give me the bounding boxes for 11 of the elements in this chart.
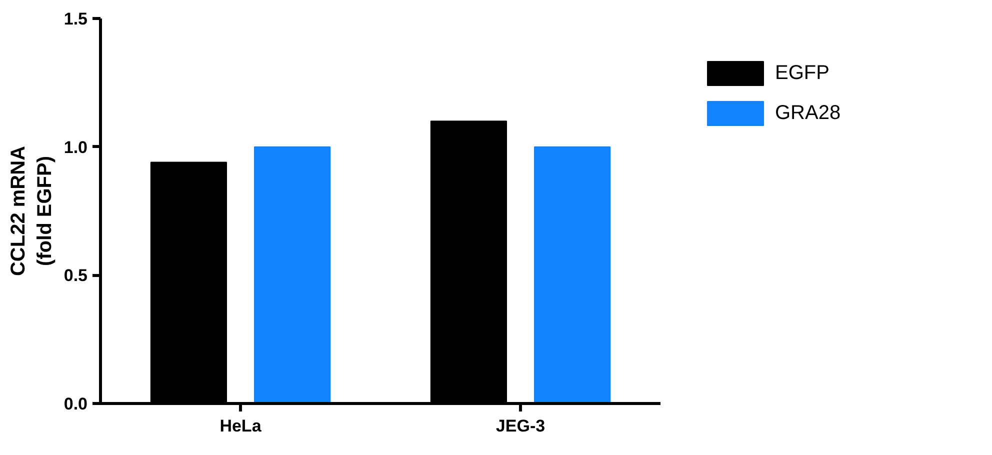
y-tick-label: 0.5 <box>64 266 88 286</box>
bar <box>534 146 611 404</box>
bar <box>254 146 331 404</box>
y-tick-label: 1.5 <box>64 10 88 28</box>
legend-label: EGFP <box>775 62 830 84</box>
x-tick-label: JEG-3 <box>496 416 546 436</box>
y-tick-label: 1.0 <box>64 138 88 157</box>
x-tick-label: HeLa <box>220 416 262 436</box>
y-tick-label: 0.0 <box>64 394 88 414</box>
y-axis-title: CCL22 mRNA (fold EGFP) <box>7 146 56 276</box>
legend-label: GRA28 <box>775 102 841 124</box>
